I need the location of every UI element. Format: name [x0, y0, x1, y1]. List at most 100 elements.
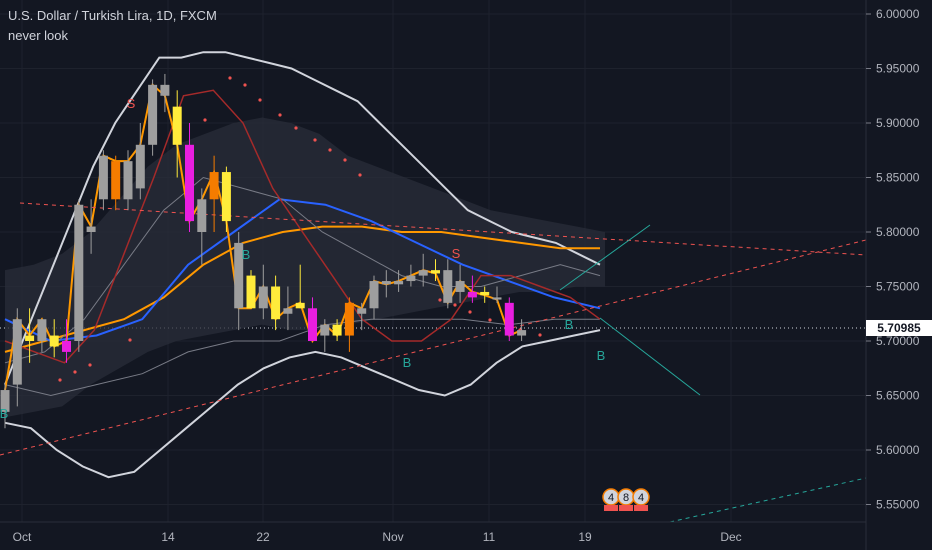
sar-dot: [88, 363, 92, 367]
diagonal-green-line: [599, 317, 701, 396]
signal-marker: B: [403, 355, 412, 370]
upper-band-line: [4, 51, 601, 385]
candle: [0, 384, 10, 429]
candle-body: [37, 319, 47, 341]
candle-body: [406, 275, 416, 282]
candle-body: [467, 291, 477, 298]
candle-body: [160, 84, 170, 96]
candle: [431, 259, 440, 282]
candle: [74, 199, 84, 352]
cloud-fill: [5, 117, 605, 418]
y-tick-label: 5.80000: [876, 225, 920, 239]
candle-body: [49, 335, 59, 347]
candle-body: [320, 324, 330, 336]
candle: [418, 253, 428, 287]
candle-body: [443, 270, 453, 303]
candle: [295, 264, 305, 309]
candle: [381, 270, 391, 298]
event-badge-flag: [619, 505, 633, 511]
candle-body: [517, 330, 527, 336]
candle: [209, 155, 219, 232]
candle: [197, 188, 207, 265]
cloud-area: [5, 117, 605, 418]
signal-marker: S: [127, 96, 136, 111]
candle-body: [221, 172, 231, 222]
candle: [443, 259, 453, 309]
candle: [25, 308, 35, 363]
candle-body: [295, 302, 305, 309]
candle-body: [418, 270, 428, 276]
candle-body: [283, 308, 293, 314]
candle-body: [492, 297, 502, 300]
candle-body: [12, 319, 22, 385]
candle-body: [332, 324, 342, 336]
candle: [234, 232, 244, 331]
x-tick-label: 11: [483, 530, 496, 544]
event-badge-count: 4: [638, 492, 644, 504]
candle-body: [0, 390, 10, 412]
signal-marker: B: [597, 348, 606, 363]
candle: [369, 275, 379, 320]
sar-dot: [203, 118, 207, 122]
x-tick-label: Oct: [13, 530, 32, 544]
candle-body: [123, 161, 133, 200]
y-tick-label: 5.90000: [876, 116, 920, 130]
candle-body: [455, 281, 465, 292]
candle-body: [246, 275, 256, 309]
candle: [160, 73, 170, 113]
trendline-resistance: [19, 202, 867, 256]
ma-blue-line: [4, 198, 601, 343]
candle: [357, 302, 367, 331]
sar-dot: [258, 98, 262, 102]
signal-marker: B: [565, 317, 574, 332]
candle-body: [381, 281, 391, 285]
sar-dot: [358, 173, 362, 177]
candle: [98, 150, 108, 211]
ma-slow-line: [4, 89, 601, 364]
candle-body: [185, 144, 194, 222]
y-tick-label: 5.65000: [876, 389, 920, 403]
candle: [344, 297, 354, 352]
sar-dot: [294, 126, 298, 130]
candle: [185, 123, 194, 232]
candle-body: [344, 302, 354, 336]
x-tick-label: Nov: [382, 530, 403, 544]
candle-body: [234, 242, 244, 309]
signal-marker: S: [452, 246, 461, 261]
y-tick-label: 5.70000: [876, 334, 920, 348]
candle-body: [209, 172, 219, 200]
sar-dot: [438, 298, 442, 302]
candle: [123, 150, 133, 211]
candle-body: [172, 106, 182, 145]
candle-body: [308, 308, 317, 341]
candle: [258, 264, 268, 320]
sar-dot: [453, 303, 457, 307]
sar-dot: [228, 76, 232, 80]
candle: [332, 319, 342, 341]
candle: [467, 275, 477, 303]
time-axis[interactable]: Oct 14 22 Nov 11 19 Dec: [0, 521, 866, 544]
chart-title: U.S. Dollar / Turkish Lira, 1D, FXCM: [8, 8, 217, 23]
price-axis[interactable]: 6.00000 5.95000 5.90000 5.85000 5.80000 5.750…: [865, 0, 920, 550]
candle: [86, 199, 96, 254]
sar-dot: [58, 378, 62, 382]
sar-dot: [313, 138, 317, 142]
candle: [271, 275, 281, 331]
sar-dot: [73, 370, 77, 374]
x-tick-label: 19: [578, 530, 592, 544]
candle-body: [480, 291, 490, 296]
candle-body: [25, 335, 35, 341]
candle: [172, 90, 182, 178]
sar-dot: [468, 310, 472, 314]
candle: [480, 286, 490, 303]
candle-body: [98, 155, 108, 200]
candle-body: [135, 144, 145, 189]
candle-body: [504, 302, 514, 336]
signal-marker: B: [0, 406, 8, 421]
inner-band-lower: [4, 318, 600, 397]
candle-body: [258, 286, 268, 309]
event-badge-flag: [634, 505, 648, 511]
y-tick-label: 5.60000: [876, 443, 920, 457]
